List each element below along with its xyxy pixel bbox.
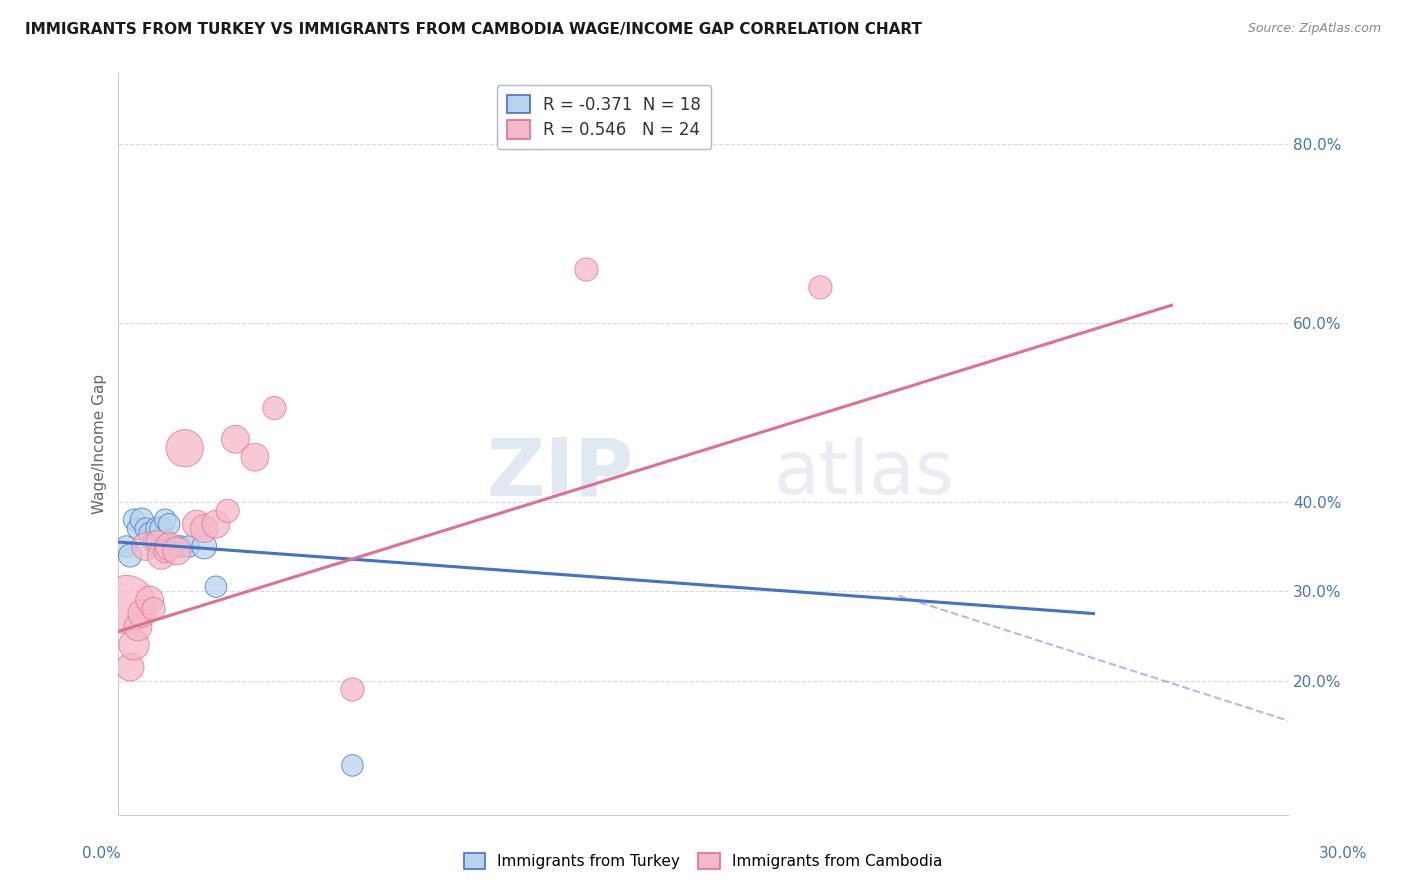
Point xyxy=(810,280,832,294)
Point xyxy=(170,540,193,554)
Text: 30.0%: 30.0% xyxy=(1319,847,1367,861)
Point xyxy=(115,540,138,554)
Point xyxy=(146,535,169,549)
Point xyxy=(150,522,173,536)
Point xyxy=(120,660,142,674)
Point xyxy=(575,262,598,277)
Point xyxy=(138,593,160,607)
Point xyxy=(122,513,145,527)
Text: 0.0%: 0.0% xyxy=(82,847,121,861)
Point xyxy=(155,544,177,558)
Point xyxy=(146,522,169,536)
Point xyxy=(224,432,246,446)
Point xyxy=(166,544,188,558)
Point xyxy=(173,442,195,456)
Point xyxy=(155,513,177,527)
Point xyxy=(135,522,157,536)
Text: ZIP: ZIP xyxy=(486,434,633,512)
Point xyxy=(157,540,180,554)
Point xyxy=(142,535,165,549)
Point xyxy=(263,401,285,415)
Point xyxy=(131,607,153,621)
Legend: Immigrants from Turkey, Immigrants from Cambodia: Immigrants from Turkey, Immigrants from … xyxy=(457,847,949,875)
Point xyxy=(157,517,180,532)
Legend: R = -0.371  N = 18, R = 0.546   N = 24: R = -0.371 N = 18, R = 0.546 N = 24 xyxy=(496,85,711,149)
Point xyxy=(127,522,149,536)
Point xyxy=(193,522,215,536)
Point xyxy=(127,620,149,634)
Point xyxy=(342,758,364,772)
Point xyxy=(342,682,364,697)
Point xyxy=(138,526,160,541)
Y-axis label: Wage/Income Gap: Wage/Income Gap xyxy=(93,374,107,514)
Point xyxy=(217,504,239,518)
Point xyxy=(142,602,165,616)
Point xyxy=(205,517,228,532)
Point xyxy=(115,598,138,612)
Point xyxy=(120,549,142,563)
Point xyxy=(243,450,266,465)
Text: Source: ZipAtlas.com: Source: ZipAtlas.com xyxy=(1247,22,1381,36)
Point xyxy=(177,540,200,554)
Point xyxy=(186,517,208,532)
Point xyxy=(131,513,153,527)
Point xyxy=(166,540,188,554)
Point xyxy=(150,549,173,563)
Point xyxy=(135,540,157,554)
Text: IMMIGRANTS FROM TURKEY VS IMMIGRANTS FROM CAMBODIA WAGE/INCOME GAP CORRELATION C: IMMIGRANTS FROM TURKEY VS IMMIGRANTS FRO… xyxy=(25,22,922,37)
Point xyxy=(193,540,215,554)
Text: atlas: atlas xyxy=(773,437,955,510)
Point xyxy=(122,638,145,652)
Point xyxy=(205,580,228,594)
